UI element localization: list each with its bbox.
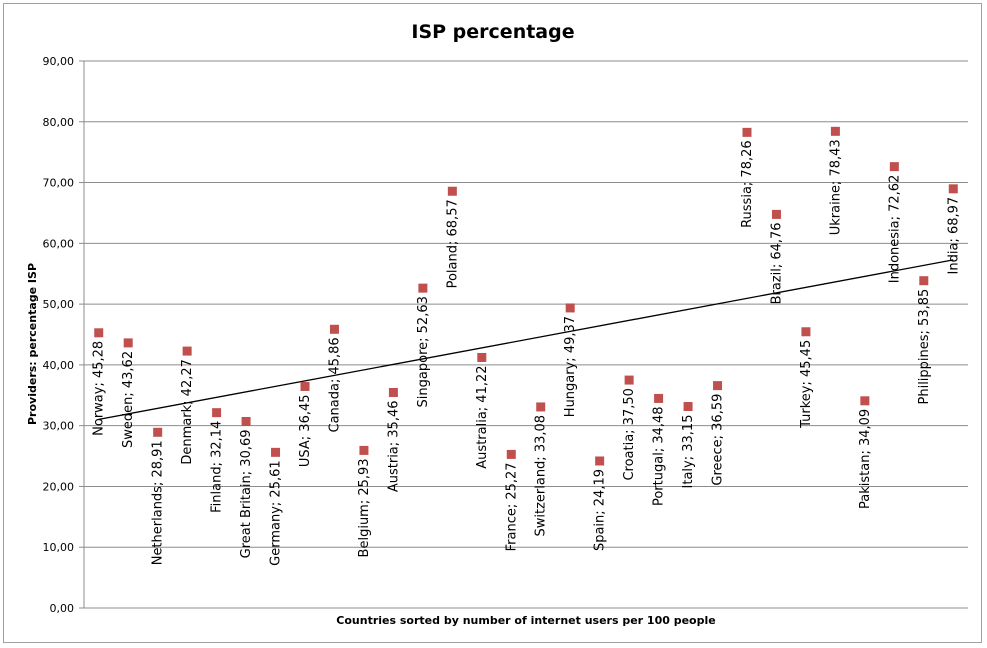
y-axis-title: Providers: percentage ISP	[26, 263, 39, 425]
data-label: Brazil; 64,76	[769, 222, 784, 304]
data-point	[536, 402, 546, 412]
chart-title: ISP percentage	[411, 21, 574, 43]
data-point	[801, 327, 811, 337]
data-label: France; 25,27	[504, 462, 519, 551]
data-label: Poland; 68,57	[445, 199, 460, 288]
data-point	[506, 449, 516, 459]
data-label: Canada; 45,86	[327, 337, 342, 432]
data-point	[860, 396, 870, 406]
data-point	[329, 324, 339, 334]
data-label: Spain; 24,19	[593, 469, 608, 551]
data-point	[624, 375, 634, 385]
data-point	[123, 338, 133, 348]
data-point	[477, 352, 487, 362]
data-label: Turkey; 45,45	[799, 340, 814, 429]
data-point	[889, 162, 899, 172]
trendline-group	[98, 259, 954, 421]
data-point	[94, 328, 104, 338]
y-tick-label: 70,00	[43, 177, 75, 190]
data-label: Finland; 32,14	[210, 421, 225, 513]
y-tick-label: 0,00	[50, 602, 75, 615]
data-label: Austria; 35,46	[386, 400, 401, 492]
data-label: USA; 36,45	[298, 394, 313, 467]
x-axis-title: Countries sorted by number of internet u…	[336, 614, 715, 627]
data-label: Belgium; 25,93	[357, 458, 372, 557]
trendline	[98, 259, 954, 421]
data-point	[359, 445, 369, 455]
y-tick-label: 80,00	[43, 116, 75, 129]
data-point	[919, 276, 929, 286]
data-label: Netherlands; 28,91	[151, 440, 166, 565]
data-label: Denmark; 42,27	[180, 359, 195, 464]
data-label: Germany; 25,61	[269, 460, 284, 565]
data-point	[182, 346, 192, 356]
data-label: Russia; 78,26	[740, 140, 755, 228]
data-point	[271, 447, 281, 457]
data-point	[241, 416, 251, 426]
data-point	[771, 209, 781, 219]
y-tick-label: 60,00	[43, 237, 75, 250]
data-label: Portugal; 34,48	[652, 406, 667, 506]
data-point	[212, 408, 222, 418]
data-point	[742, 127, 752, 137]
data-label: Ukraine; 78,43	[828, 139, 843, 235]
data-label: Norway; 45,28	[92, 341, 107, 436]
data-label: Switzerland; 33,08	[534, 415, 549, 537]
data-labels: Norway; 45,28 Sweden; 43,62 Netherlands; 2…	[92, 139, 962, 566]
data-point	[830, 126, 840, 136]
data-label: Italy; 33,15	[681, 415, 696, 489]
y-tick-label: 40,00	[43, 359, 75, 372]
data-label: Singapore; 52,63	[416, 296, 431, 407]
y-tick-labels: 0,00 10,00 20,00 30,00 40,00 50,00 60,00 70,00 8…	[43, 55, 75, 615]
data-label: Australia; 41,22	[475, 365, 490, 468]
data-points	[94, 126, 958, 466]
y-tick-label: 10,00	[43, 541, 75, 554]
data-point	[713, 381, 723, 391]
data-point	[565, 303, 575, 313]
data-point	[447, 186, 457, 196]
data-point	[654, 393, 664, 403]
data-label: Sweden; 43,62	[121, 351, 136, 448]
data-point	[418, 283, 428, 293]
y-tick-label: 90,00	[43, 55, 75, 68]
y-tick-label: 50,00	[43, 298, 75, 311]
data-point	[595, 456, 605, 466]
data-point	[948, 184, 958, 194]
data-label: Pakistan; 34,09	[858, 409, 873, 509]
data-point	[300, 381, 310, 391]
y-tick-label: 30,00	[43, 420, 75, 433]
chart-frame	[3, 3, 982, 643]
data-point	[683, 402, 693, 412]
data-label: Indonesia; 72,62	[887, 175, 902, 284]
data-point	[153, 427, 163, 437]
data-label: Hungary; 49,37	[563, 316, 578, 417]
data-point	[388, 387, 398, 397]
y-tick-label: 20,00	[43, 480, 75, 493]
data-label: Greece; 36,59	[711, 394, 726, 486]
data-label: Philippines; 53,85	[917, 289, 932, 405]
data-label: India; 68,97	[946, 197, 961, 275]
data-label: Great Britain; 30,69	[239, 429, 254, 558]
data-label: Croatia; 37,50	[622, 388, 637, 480]
